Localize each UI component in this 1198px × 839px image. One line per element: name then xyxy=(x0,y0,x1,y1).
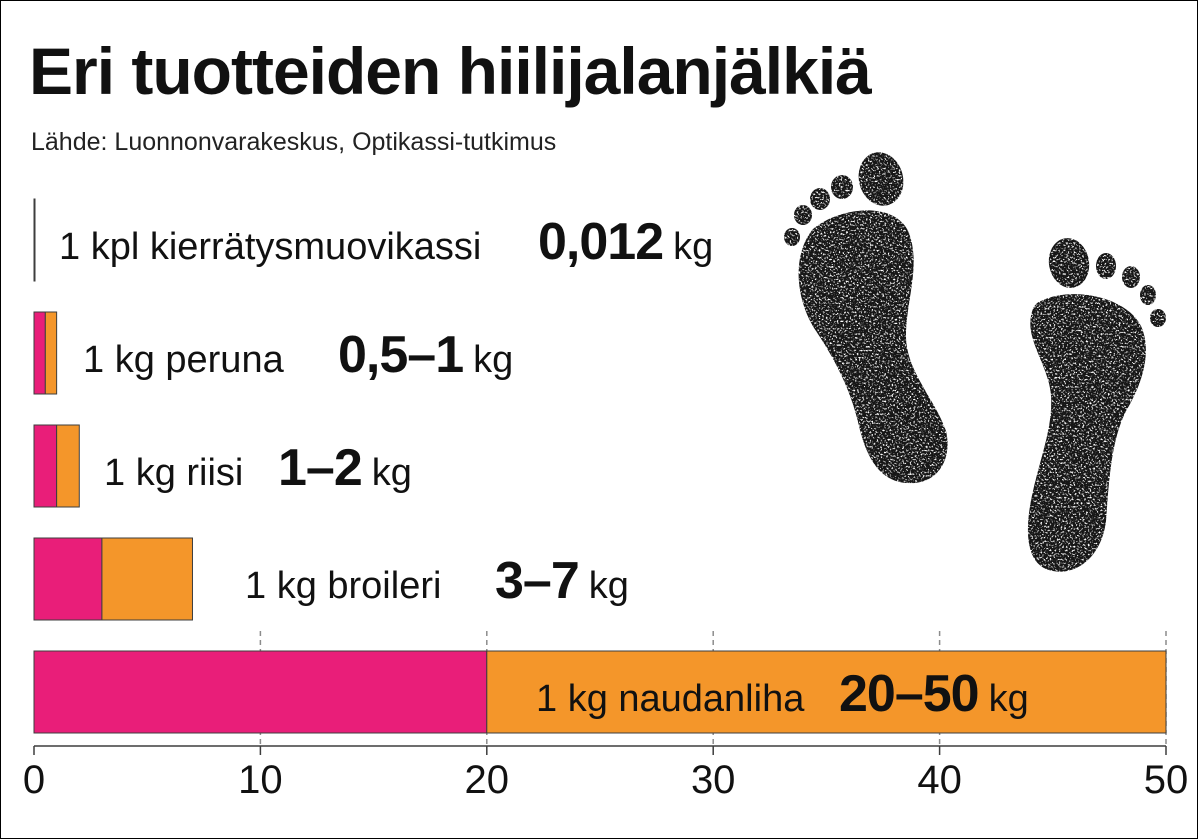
chart-source: Lähde: Luonnonvarakeskus, Optikassi-tutk… xyxy=(31,128,557,156)
bar-unit: kg xyxy=(673,226,714,268)
bar-range-segment xyxy=(56,424,80,508)
bar-label: 1 kpl kierrätysmuovikassi xyxy=(59,226,482,268)
bar-label: 1 kg riisi xyxy=(104,452,244,494)
bar-label: 1 kg peruna xyxy=(83,339,284,381)
bar-range-segment xyxy=(486,650,1167,734)
bar-unit: kg xyxy=(988,678,1029,720)
bar-range-segment xyxy=(101,537,193,621)
bar-value: 0,012 xyxy=(538,213,664,271)
bar-lower-segment xyxy=(33,650,488,734)
bar-unit: kg xyxy=(588,565,629,607)
footprint-left-icon xyxy=(784,152,948,484)
chart-title: Eri tuotteiden hiilijalanjälkiä xyxy=(29,34,872,108)
bar-value-label: 0,012 kg xyxy=(538,212,713,277)
bar-value-label: 20–50 kg xyxy=(839,664,1029,729)
bar-label: 1 kg broileri xyxy=(245,565,442,607)
x-tick-label: 10 xyxy=(238,758,283,802)
bar-label: 1 kg naudanliha xyxy=(536,678,805,720)
bar-range-segment xyxy=(44,311,58,395)
bar-lower-segment xyxy=(33,198,36,282)
bar-lower-segment xyxy=(33,537,103,621)
bar-unit: kg xyxy=(473,339,514,381)
bar-value: 1–2 xyxy=(278,439,363,497)
bar-value-label: 1–2 kg xyxy=(278,438,412,503)
bar-value: 0,5–1 xyxy=(338,326,464,384)
bar-value: 3–7 xyxy=(495,552,580,610)
x-tick-label: 30 xyxy=(690,758,736,802)
x-tick-label: 20 xyxy=(464,758,510,802)
bar-value-label: 0,5–1 kg xyxy=(338,325,513,390)
x-tick-label: 40 xyxy=(917,758,962,802)
bar-unit: kg xyxy=(371,452,412,494)
x-tick-label: 0 xyxy=(22,758,46,802)
x-axis xyxy=(33,745,1167,755)
bar-value-label: 3–7 kg xyxy=(495,551,629,616)
x-tick-label: 50 xyxy=(1143,758,1189,802)
bars xyxy=(33,198,1167,734)
bar-value: 20–50 xyxy=(839,665,980,723)
footprint-right-icon xyxy=(1027,238,1166,572)
